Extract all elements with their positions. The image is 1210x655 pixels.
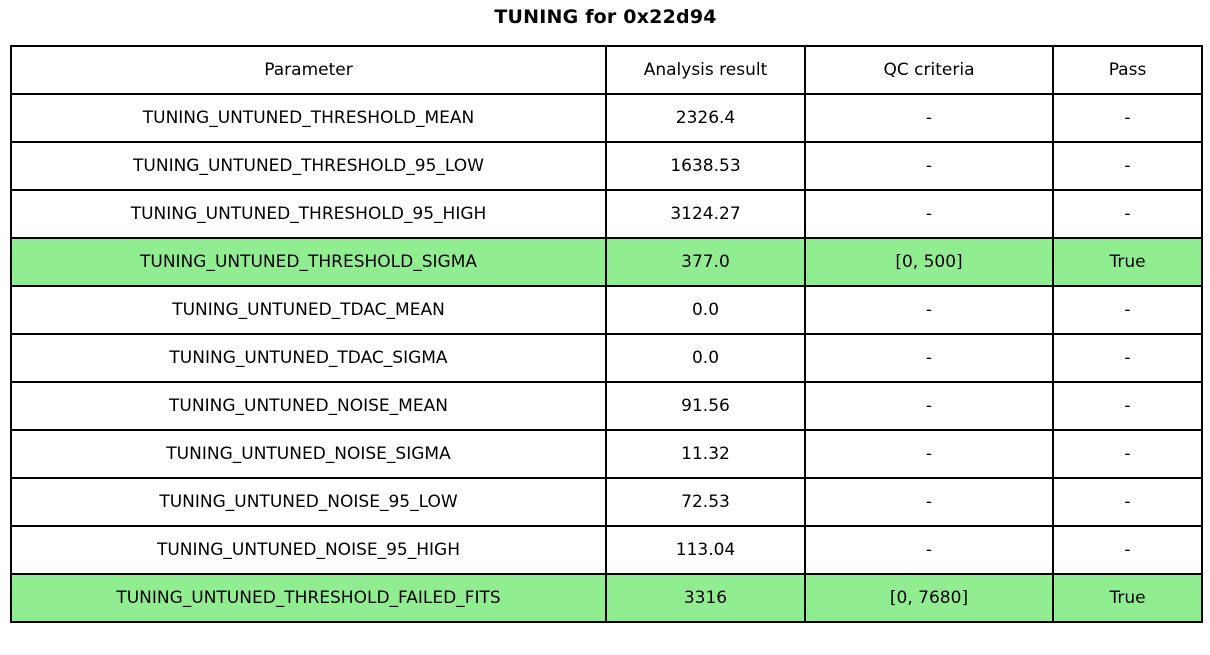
parameter-cell: TUNING_UNTUNED_NOISE_95_LOW [10,477,607,527]
qc-criteria-cell: - [804,141,1054,191]
pass-cell: - [1052,525,1203,575]
pass-cell: - [1052,381,1203,431]
pass-cell: - [1052,477,1203,527]
qc-criteria-cell: - [804,525,1054,575]
analysis-result-cell: 377.0 [605,237,806,287]
table-body: TUNING_UNTUNED_THRESHOLD_MEAN 2326.4 - -… [10,93,1203,623]
analysis-result-cell: 11.32 [605,429,806,479]
qc-criteria-cell: - [804,333,1054,383]
parameter-cell: TUNING_UNTUNED_NOISE_MEAN [10,381,607,431]
pass-cell: - [1052,141,1203,191]
analysis-result-cell: 0.0 [605,285,806,335]
analysis-result-cell: 1638.53 [605,141,806,191]
table-row: TUNING_UNTUNED_NOISE_MEAN 91.56 - - [10,381,1203,431]
table-row: TUNING_UNTUNED_THRESHOLD_FAILED_FITS 331… [10,573,1203,623]
table-row: TUNING_UNTUNED_THRESHOLD_MEAN 2326.4 - - [10,93,1203,143]
qc-criteria-cell: - [804,381,1054,431]
table-row: TUNING_UNTUNED_NOISE_95_LOW 72.53 - - [10,477,1203,527]
qc-criteria-cell: [0, 7680] [804,573,1054,623]
table-row: TUNING_UNTUNED_THRESHOLD_SIGMA 377.0 [0,… [10,237,1203,287]
parameter-cell: TUNING_UNTUNED_THRESHOLD_FAILED_FITS [10,573,607,623]
pass-cell: - [1052,333,1203,383]
col-header-pass: Pass [1052,45,1203,95]
table-row: TUNING_UNTUNED_THRESHOLD_95_HIGH 3124.27… [10,189,1203,239]
analysis-result-cell: 113.04 [605,525,806,575]
qc-criteria-cell: - [804,189,1054,239]
analysis-result-cell: 0.0 [605,333,806,383]
table-row: TUNING_UNTUNED_TDAC_SIGMA 0.0 - - [10,333,1203,383]
qc-criteria-cell: - [804,285,1054,335]
col-header-qc-criteria: QC criteria [804,45,1054,95]
table-row: TUNING_UNTUNED_NOISE_95_HIGH 113.04 - - [10,525,1203,575]
parameter-cell: TUNING_UNTUNED_TDAC_MEAN [10,285,607,335]
analysis-result-cell: 91.56 [605,381,806,431]
parameter-cell: TUNING_UNTUNED_NOISE_95_HIGH [10,525,607,575]
col-header-analysis-result: Analysis result [605,45,806,95]
table-row: TUNING_UNTUNED_NOISE_SIGMA 11.32 - - [10,429,1203,479]
analysis-result-cell: 72.53 [605,477,806,527]
qc-criteria-cell: [0, 500] [804,237,1054,287]
pass-cell: - [1052,189,1203,239]
parameter-cell: TUNING_UNTUNED_THRESHOLD_95_LOW [10,141,607,191]
table-row: TUNING_UNTUNED_THRESHOLD_95_LOW 1638.53 … [10,141,1203,191]
parameter-cell: TUNING_UNTUNED_THRESHOLD_95_HIGH [10,189,607,239]
pass-cell: - [1052,429,1203,479]
qc-results-table: Parameter Analysis result QC criteria Pa… [10,45,1203,623]
pass-cell: True [1052,237,1203,287]
pass-cell: True [1052,573,1203,623]
pass-cell: - [1052,285,1203,335]
parameter-cell: TUNING_UNTUNED_THRESHOLD_MEAN [10,93,607,143]
qc-criteria-cell: - [804,477,1054,527]
analysis-result-cell: 2326.4 [605,93,806,143]
analysis-result-cell: 3316 [605,573,806,623]
parameter-cell: TUNING_UNTUNED_NOISE_SIGMA [10,429,607,479]
qc-criteria-cell: - [804,93,1054,143]
pass-cell: - [1052,93,1203,143]
table-row: TUNING_UNTUNED_TDAC_MEAN 0.0 - - [10,285,1203,335]
qc-criteria-cell: - [804,429,1054,479]
page-title: TUNING for 0x22d94 [494,6,717,28]
parameter-cell: TUNING_UNTUNED_TDAC_SIGMA [10,333,607,383]
parameter-cell: TUNING_UNTUNED_THRESHOLD_SIGMA [10,237,607,287]
table-header-row: Parameter Analysis result QC criteria Pa… [10,45,1203,95]
col-header-parameter: Parameter [10,45,607,95]
analysis-result-cell: 3124.27 [605,189,806,239]
